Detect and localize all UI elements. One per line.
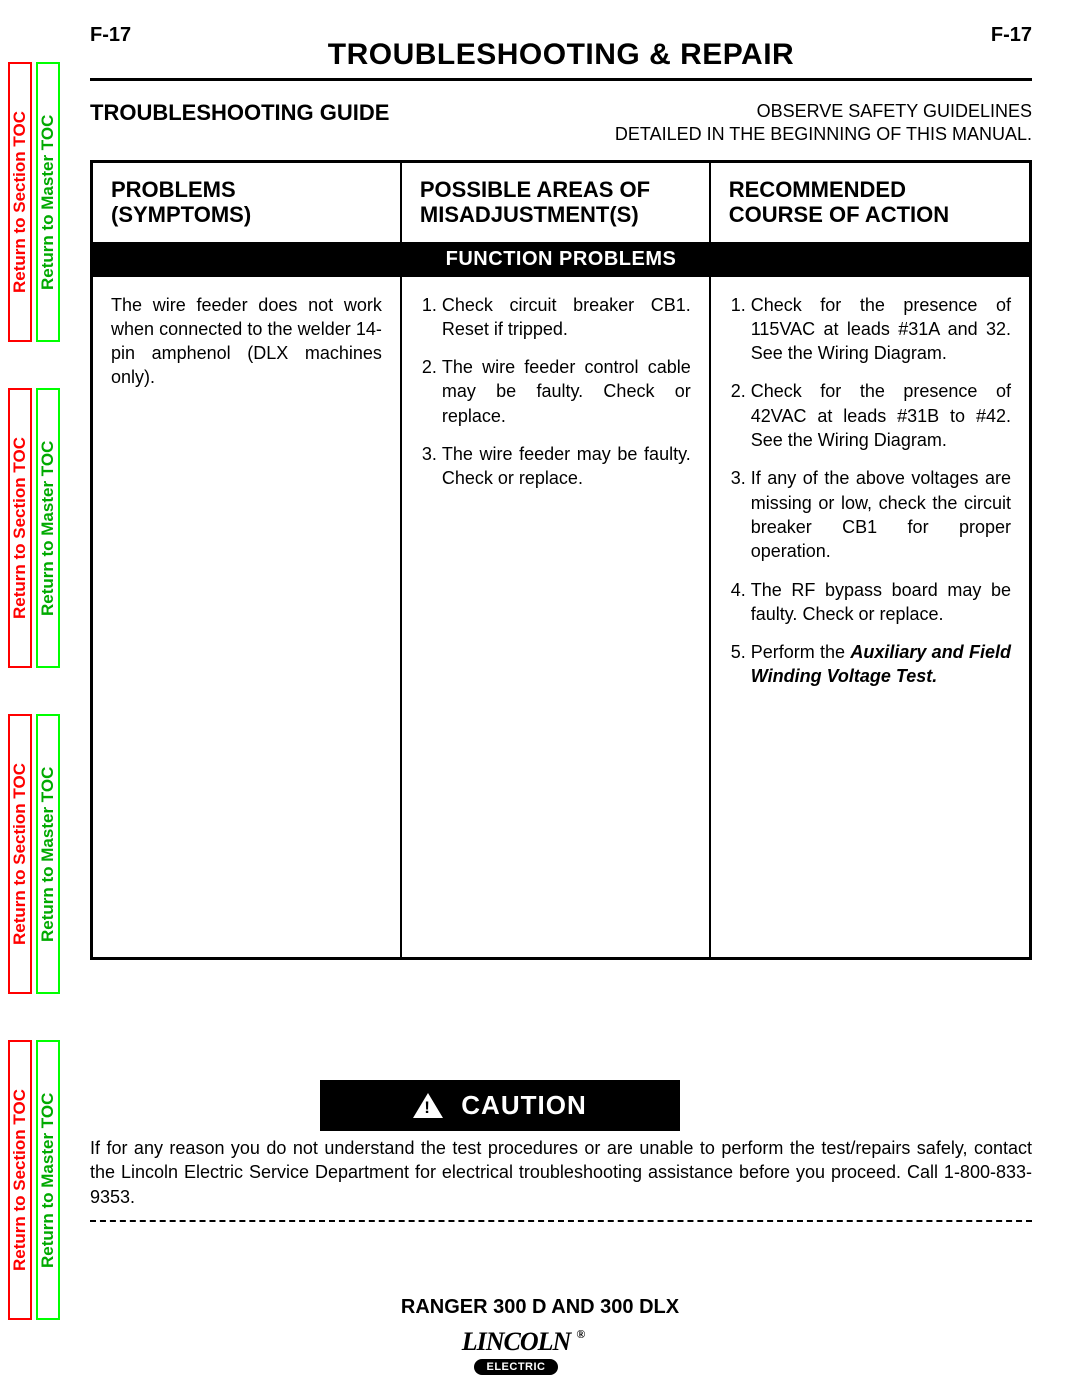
col-header-text: (SYMPTOMS) <box>111 202 251 227</box>
section-subtitle: TROUBLESHOOTING GUIDE <box>90 100 389 126</box>
list-item: The wire feeder may be faulty. Check or … <box>442 442 691 491</box>
action-5-pre: Perform the <box>751 642 851 662</box>
col-header-action: RECOMMENDED COURSE OF ACTION <box>711 163 1029 242</box>
dashed-separator <box>90 1220 1032 1222</box>
col-header-problems: PROBLEMS (SYMPTOMS) <box>93 163 402 242</box>
list-item: Perform the Auxiliary and Field Winding … <box>751 640 1011 689</box>
table-body-row: The wire feeder does not work when conne… <box>93 277 1029 957</box>
safety-guidelines-note: OBSERVE SAFETY GUIDELINES DETAILED IN TH… <box>615 100 1032 145</box>
warning-triangle-icon <box>413 1093 443 1118</box>
logo-bottom-text: ELECTRIC <box>474 1359 558 1375</box>
footer-model: RANGER 300 D AND 300 DLX <box>0 1296 1080 1319</box>
col-header-text: RECOMMENDED <box>729 177 906 202</box>
caution-label: CAUTION <box>461 1090 586 1121</box>
problem-cell: The wire feeder does not work when conne… <box>93 277 402 957</box>
table-header-row: PROBLEMS (SYMPTOMS) POSSIBLE AREAS OF MI… <box>93 163 1029 242</box>
page: Return to Section TOC Return to Master T… <box>0 0 1080 1397</box>
col-header-text: PROBLEMS <box>111 177 236 202</box>
return-section-toc-tab[interactable]: Return to Section TOC <box>8 388 32 668</box>
list-item: If any of the above voltages are missing… <box>751 466 1011 563</box>
col-header-text: MISADJUSTMENT(S) <box>420 202 639 227</box>
safety-line-1: OBSERVE SAFETY GUIDELINES <box>757 101 1032 121</box>
return-master-toc-tab[interactable]: Return to Master TOC <box>36 388 60 668</box>
misadjustment-cell: Check circuit breaker CB1. Reset if trip… <box>402 277 711 957</box>
col-header-text: POSSIBLE AREAS OF <box>420 177 650 202</box>
lincoln-electric-logo: LINCOLN ELECTRIC <box>0 1327 1032 1375</box>
list-item: Check circuit breaker CB1. Reset if trip… <box>442 293 691 342</box>
list-item: The RF bypass board may be faulty. Check… <box>751 578 1011 627</box>
list-item: The wire feeder control cable may be fau… <box>442 355 691 428</box>
logo-top-text: LINCOLN <box>462 1327 571 1357</box>
return-section-toc-tab[interactable]: Return to Section TOC <box>8 714 32 994</box>
col-header-text: COURSE OF ACTION <box>729 202 949 227</box>
list-item: Check for the presence of 42VAC at leads… <box>751 379 1011 452</box>
list-item: Check for the presence of 115VAC at lead… <box>751 293 1011 366</box>
return-master-toc-tab[interactable]: Return to Master TOC <box>36 1040 60 1320</box>
col-header-misadjustment: POSSIBLE AREAS OF MISADJUSTMENT(S) <box>402 163 711 242</box>
caution-text: If for any reason you do not understand … <box>90 1136 1032 1209</box>
caution-banner: CAUTION <box>320 1080 680 1131</box>
troubleshooting-table: PROBLEMS (SYMPTOMS) POSSIBLE AREAS OF MI… <box>90 160 1032 960</box>
return-master-toc-tab[interactable]: Return to Master TOC <box>36 714 60 994</box>
return-section-toc-tab[interactable]: Return to Section TOC <box>8 62 32 342</box>
safety-line-2: DETAILED IN THE BEGINNING OF THIS MANUAL… <box>615 124 1032 144</box>
category-band: FUNCTION PROBLEMS <box>93 242 1029 277</box>
return-section-toc-tab[interactable]: Return to Section TOC <box>8 1040 32 1320</box>
return-master-toc-tab[interactable]: Return to Master TOC <box>36 62 60 342</box>
action-cell: Check for the presence of 115VAC at lead… <box>711 277 1029 957</box>
page-title: TROUBLESHOOTING & REPAIR <box>90 38 1032 81</box>
